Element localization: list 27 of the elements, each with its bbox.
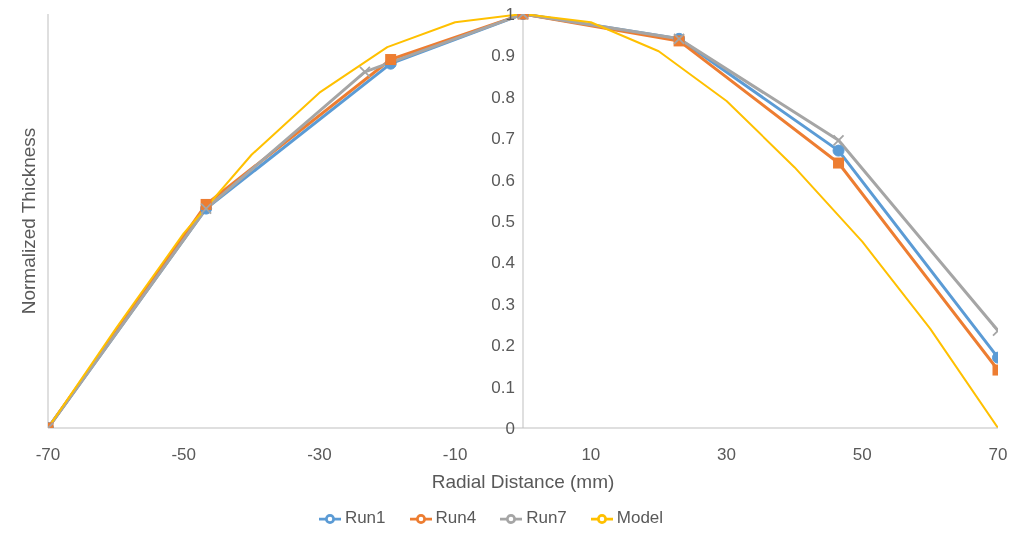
y-tick-label: 0.8 xyxy=(491,87,515,107)
x-tick-label: -10 xyxy=(442,445,468,465)
y-tick-label: 0.6 xyxy=(491,170,515,190)
y-tick-label: 0 xyxy=(505,419,515,438)
y-tick-label: 0.7 xyxy=(491,129,515,149)
y-tick-label: 0.4 xyxy=(491,253,515,273)
point xyxy=(832,144,845,157)
x-tick-label: 30 xyxy=(717,445,737,465)
x-tick-label: 10 xyxy=(581,445,601,465)
y-axis-title: Normalized Thickness xyxy=(17,127,39,315)
legend-label: Run4 xyxy=(435,508,477,528)
y-tick-label: 0.3 xyxy=(491,294,515,314)
legend-label: Run7 xyxy=(526,508,567,528)
x-axis-title: Radial Distance (mm) xyxy=(431,471,615,492)
y-tick-label: 0.9 xyxy=(491,46,515,66)
y-tick-label: 0.2 xyxy=(491,336,515,356)
point xyxy=(833,157,845,169)
x-tick-label: -70 xyxy=(35,445,61,465)
y-tick-label: 0.5 xyxy=(491,212,515,231)
legend-label: Run1 xyxy=(344,508,386,528)
point xyxy=(358,66,371,78)
y-tick-label: 0.1 xyxy=(491,377,515,397)
x-tick-label: -30 xyxy=(307,445,332,465)
x-tick-label: -50 xyxy=(171,445,196,465)
x-tick-label: 70 xyxy=(988,445,1008,465)
x-tick-label: 50 xyxy=(852,445,872,465)
legend-label: Model xyxy=(616,508,664,528)
